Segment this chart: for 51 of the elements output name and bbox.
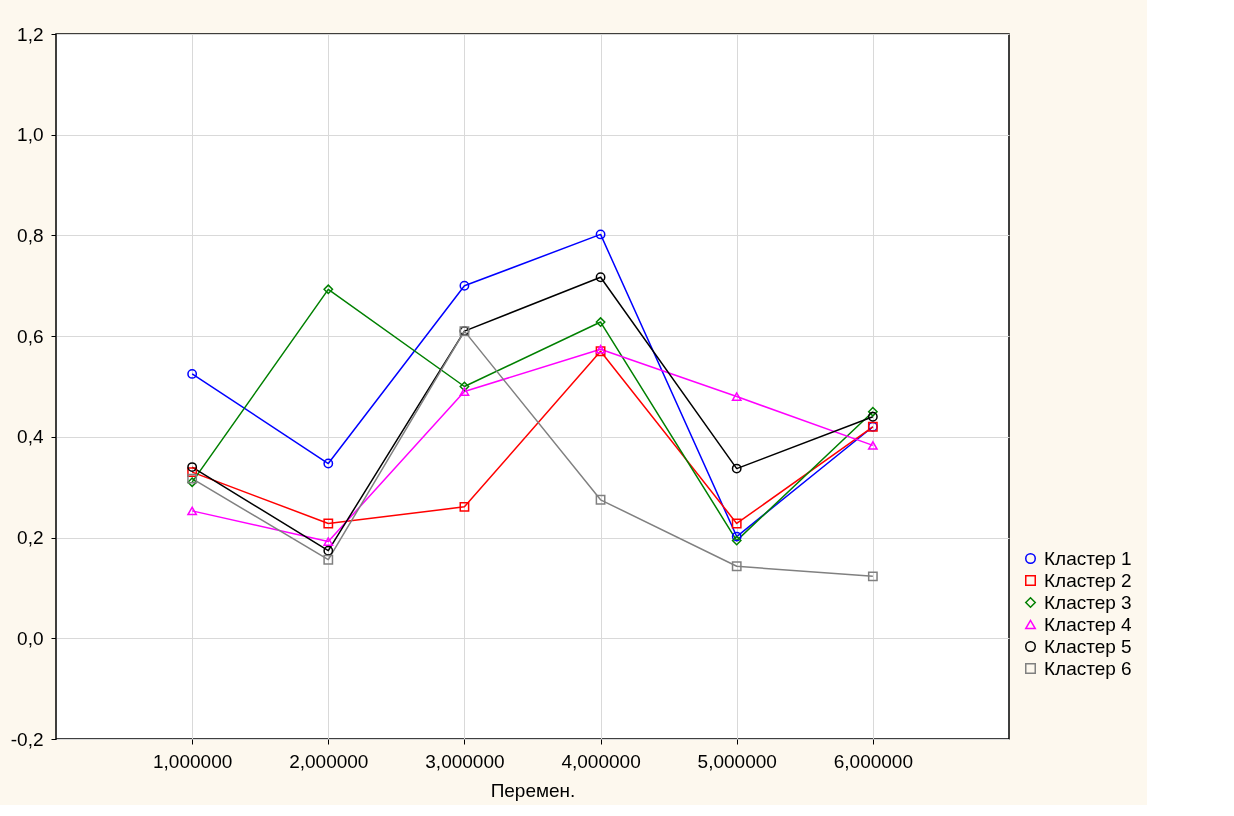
x-tick-label: 2,000000 <box>289 750 369 772</box>
y-tick-label: -0,2 <box>10 728 44 750</box>
point <box>459 381 470 392</box>
x-tick-label: 1,000000 <box>153 750 233 772</box>
y-tick-label: 1,2 <box>17 23 44 45</box>
y-tick-label: 0,2 <box>17 527 44 549</box>
point <box>595 229 606 240</box>
y-tick-label: 0,6 <box>17 325 44 347</box>
point <box>323 284 334 295</box>
point <box>323 545 334 556</box>
point <box>187 506 198 516</box>
point <box>867 406 878 417</box>
legend-label: Кластер 3 <box>1044 591 1132 613</box>
point <box>731 531 742 542</box>
point <box>731 392 742 401</box>
x-tick-label: 5,000000 <box>697 750 777 772</box>
y-tick-label: 0,8 <box>17 224 44 246</box>
point <box>323 554 334 565</box>
point <box>867 441 878 450</box>
point <box>323 458 334 469</box>
x-tick-label: 6,000000 <box>833 750 913 772</box>
point <box>595 272 606 283</box>
point <box>731 463 742 474</box>
point <box>731 561 742 572</box>
y-tick-label: 0,0 <box>17 627 44 649</box>
y-tick-label: 1,0 <box>17 124 44 146</box>
point <box>731 518 742 529</box>
point <box>187 473 198 484</box>
point <box>595 317 606 327</box>
x-axis-title: Перемен. <box>490 779 576 801</box>
point <box>459 501 470 512</box>
point <box>595 494 606 505</box>
point <box>459 387 470 396</box>
x-tick-label: 4,000000 <box>561 750 641 772</box>
legend-label: Кластер 6 <box>1044 657 1132 679</box>
point <box>867 571 878 582</box>
legend-label: Кластер 1 <box>1044 547 1132 569</box>
point <box>459 280 470 291</box>
point <box>187 477 198 488</box>
point <box>323 518 334 529</box>
y-tick-label: 0,4 <box>17 426 44 448</box>
point <box>187 467 198 478</box>
legend-label: Кластер 4 <box>1044 613 1133 635</box>
point <box>731 535 742 546</box>
legend-label: Кластер 5 <box>1044 635 1132 657</box>
legend-label: Кластер 2 <box>1044 569 1132 591</box>
point <box>323 537 334 546</box>
point <box>187 368 198 379</box>
x-tick-label: 3,000000 <box>425 750 505 772</box>
point <box>187 462 198 472</box>
point <box>867 411 878 422</box>
